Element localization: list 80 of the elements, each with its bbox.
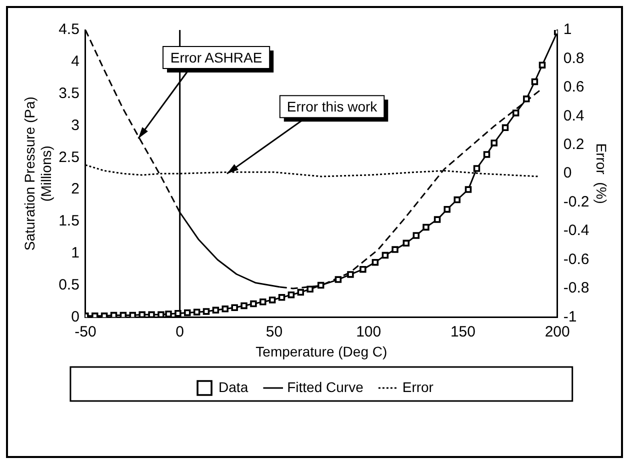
point (444, 206, 450, 213)
point (402, 240, 410, 247)
y2-tick-label: 1 (563, 21, 572, 38)
x-tick-label: 50 (266, 323, 283, 340)
point (288, 291, 295, 298)
y-tick-label: 4 (71, 53, 80, 70)
point (110, 312, 118, 318)
point (538, 62, 546, 68)
point (148, 311, 155, 318)
y-tick-label: 1 (71, 244, 80, 262)
y2-tick-label: -0.8 (563, 280, 590, 297)
point (212, 306, 220, 314)
y-tick-label: 2.5 (58, 148, 80, 166)
point (260, 298, 266, 306)
y-tick-label: 3 (71, 116, 80, 134)
point (278, 294, 286, 301)
y2-tick-label: 0 (563, 164, 572, 182)
point (473, 165, 480, 172)
x-axis-title: Temperature (Deg C) (256, 343, 388, 360)
point (360, 266, 366, 273)
annotation: Error ASHRAE (170, 49, 262, 66)
y-tick-label: 1.5 (58, 212, 80, 230)
point (165, 310, 172, 318)
x-tick-label: 100 (356, 323, 382, 340)
point (297, 288, 304, 296)
point (92, 312, 98, 318)
annotation: Error this work (286, 98, 378, 114)
point (464, 186, 472, 193)
point (202, 308, 210, 315)
y2-axis-title: Error (%) (594, 143, 610, 204)
y-tick-label: 2 (71, 180, 80, 198)
y2-tick-label: -0.4 (563, 222, 590, 240)
x-tick-label: -50 (74, 323, 96, 340)
point (231, 304, 238, 311)
x-tick-label: 150 (450, 323, 476, 340)
point (490, 140, 498, 146)
y-tick-label: 0.5 (58, 276, 80, 294)
point (222, 306, 229, 312)
point (454, 196, 460, 204)
y-tick-label: 3.5 (58, 84, 80, 102)
point (422, 224, 430, 231)
point (531, 78, 538, 86)
point (512, 110, 520, 116)
point (434, 216, 441, 223)
point (184, 309, 191, 316)
legend-label: Error (402, 378, 434, 395)
point (158, 311, 164, 318)
y2-tick-label: 0.2 (563, 136, 584, 154)
y2-tick-label: 0.6 (563, 78, 584, 96)
point (317, 282, 324, 289)
y-axis-title: Saturation Pressure (Pa) (Millions) (21, 96, 54, 251)
point (392, 246, 398, 253)
point (120, 312, 127, 318)
point (250, 300, 257, 308)
point (347, 271, 354, 278)
point (268, 296, 276, 304)
y-tick-label: 4.5 (58, 21, 80, 38)
x-tick-label: 200 (544, 323, 570, 340)
y2-tick-label: 0.4 (563, 107, 584, 124)
point (193, 308, 200, 316)
point (334, 276, 342, 283)
point (412, 232, 420, 239)
point (523, 96, 530, 102)
legend-label: Fitted Curve (287, 378, 364, 395)
y2-tick-label: 0.8 (563, 50, 584, 67)
legend-label: Data (218, 378, 248, 395)
point (138, 311, 146, 318)
y-tick-label: 0 (71, 308, 80, 326)
y2-tick-label: -0.2 (563, 193, 590, 210)
point (372, 258, 379, 266)
y2-tick-label: -0.6 (563, 250, 590, 268)
point (174, 310, 182, 317)
point (240, 302, 248, 310)
point (502, 124, 509, 132)
point (382, 252, 389, 259)
x-tick-label: 0 (176, 323, 184, 340)
y2-tick-label: -1 (563, 308, 577, 326)
point (306, 286, 314, 292)
point (129, 312, 136, 318)
point (483, 151, 490, 158)
